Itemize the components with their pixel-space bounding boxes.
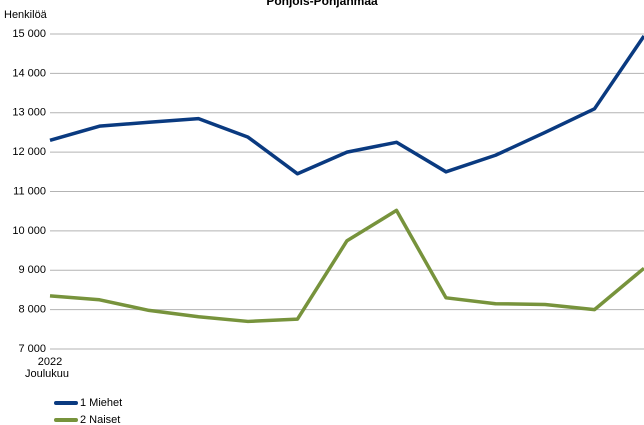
y-tick-label: 14 000 [12, 67, 46, 79]
y-axis-label: Henkilöä [4, 9, 48, 21]
y-tick-label: 8 000 [18, 304, 46, 316]
y-tick-label: 10 000 [12, 225, 46, 237]
legend-label: 2 Naiset [80, 414, 120, 425]
x-group-label: 2022 [38, 356, 62, 368]
y-tick-label: 15 000 [12, 28, 46, 40]
series-line [49, 208, 644, 324]
y-tick-label: 12 000 [12, 146, 46, 158]
legend-label: 1 Miehet [80, 397, 122, 409]
x-tick-label: Joulukuu [25, 368, 69, 380]
series-line [49, 34, 644, 176]
y-tick-label: 13 000 [12, 107, 46, 119]
y-tick-label: 9 000 [18, 264, 46, 276]
y-tick-label: 7 000 [18, 343, 46, 355]
chart-title: Pohjois-Pohjanmaa [266, 0, 378, 8]
y-tick-label: 11 000 [13, 185, 46, 197]
